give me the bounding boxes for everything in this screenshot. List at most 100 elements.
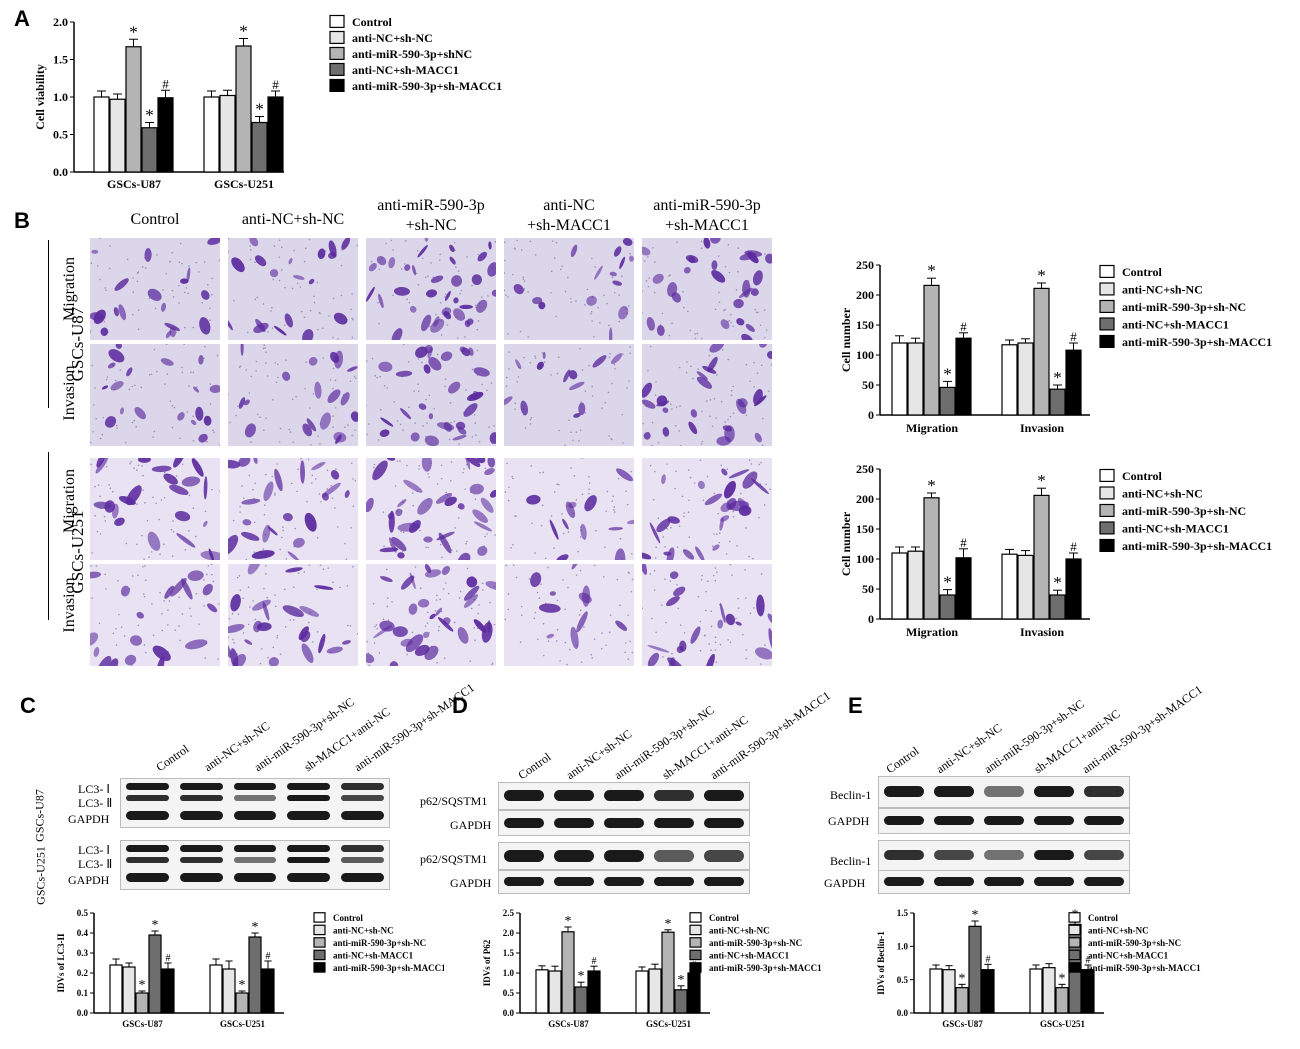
pore-dot: [669, 274, 671, 276]
pore-dot: [543, 361, 546, 363]
legend-swatch: [313, 949, 326, 961]
pore-dot: [745, 363, 748, 366]
stained-cell: [380, 576, 393, 583]
stained-cell: [487, 262, 496, 277]
pore-dot: [598, 321, 601, 324]
stained-cell: [293, 537, 305, 548]
stained-cell: [190, 419, 197, 426]
pore-dot: [617, 477, 620, 480]
pore-dot: [475, 304, 477, 306]
pore-dot: [670, 526, 672, 529]
stained-cell: [453, 308, 466, 321]
row-label-invasion-u251: Invasion: [61, 577, 78, 633]
pore-dot: [137, 464, 140, 467]
micrograph-image: [90, 564, 220, 666]
stained-cell: [187, 570, 204, 581]
pore-dot: [313, 301, 316, 304]
micrograph-background: [504, 238, 634, 340]
legend-label: anti-miR-590-3p+sh-MACC1: [1122, 539, 1272, 553]
x-category-label: Invasion: [1020, 625, 1064, 639]
blot-band: [179, 783, 223, 790]
band-label-lc3-ii: LC3- Ⅱ: [78, 796, 113, 810]
pore-dot: [99, 278, 101, 281]
stained-cell: [466, 318, 474, 325]
stained-cell: [391, 328, 403, 340]
micrograph-image: [228, 344, 358, 446]
stained-cell: [427, 347, 433, 359]
pore-dot: [693, 482, 696, 484]
pore-dot: [764, 253, 766, 256]
stained-cell: [556, 554, 569, 560]
pore-dot: [255, 370, 257, 372]
pore-dot: [273, 245, 276, 247]
pore-dot: [718, 301, 721, 304]
pore-dot: [275, 381, 278, 384]
micrograph-background: [366, 238, 496, 340]
pore-dot: [707, 580, 709, 583]
stained-cell: [652, 273, 664, 284]
stained-cell: [199, 317, 211, 335]
pore-dot: [709, 399, 712, 401]
pore-dot: [512, 477, 514, 480]
stained-cell: [647, 652, 660, 666]
stained-cell: [156, 656, 165, 666]
pore-dot: [263, 513, 266, 516]
x-category-label: GSCs-U87: [942, 1019, 983, 1029]
micrograph-image: [642, 564, 772, 666]
blot-band: [287, 857, 331, 863]
pore-dot: [271, 306, 273, 309]
pore-dot: [760, 461, 762, 464]
pore-dot: [542, 622, 545, 625]
pore-dot: [232, 638, 234, 641]
stained-cell: [378, 293, 384, 309]
pore-dot: [118, 613, 120, 616]
pore-dot: [760, 573, 763, 575]
stained-cell: [253, 322, 269, 334]
pore-dot: [730, 313, 732, 316]
pore-dot: [386, 386, 389, 389]
stained-cell: [334, 350, 344, 369]
pore-dot: [717, 255, 720, 257]
stained-cell: [242, 519, 252, 526]
stained-cell: [160, 302, 167, 312]
stained-cell: [203, 520, 208, 527]
pore-dot: [150, 373, 153, 376]
pore-dot: [481, 296, 483, 298]
pore-dot: [373, 642, 376, 644]
pore-dot: [158, 518, 160, 521]
pore-dot: [217, 658, 219, 660]
pore-dot: [90, 463, 92, 466]
pore-dot: [453, 420, 456, 423]
stained-cell: [608, 526, 624, 531]
stained-cell: [754, 395, 767, 407]
pore-dot: [556, 599, 559, 602]
stained-cell: [642, 564, 648, 575]
pore-dot: [534, 611, 537, 614]
pore-dot: [611, 276, 614, 279]
pore-dot: [281, 536, 283, 539]
pore-dot: [274, 605, 277, 608]
stained-cell: [690, 409, 698, 418]
y-tick-label: 0.2: [77, 968, 89, 978]
pore-dot: [590, 654, 593, 656]
band-label-gapdh-u87: GAPDH: [68, 812, 110, 826]
pore-dot: [408, 406, 410, 408]
pore-dot: [745, 657, 748, 660]
pore-dot: [263, 429, 265, 432]
pore-dot: [439, 302, 442, 304]
bar: [267, 96, 284, 173]
pore-dot: [189, 607, 191, 610]
bar: [1049, 594, 1066, 620]
y-axis-label: Cell viability: [33, 64, 47, 130]
significance-mark: #: [960, 319, 967, 334]
pore-dot: [349, 380, 352, 382]
stained-cell: [536, 361, 544, 370]
pore-dot: [184, 548, 187, 551]
stained-cell: [302, 423, 313, 437]
stained-cell: [669, 571, 679, 579]
blot-band: [126, 845, 170, 852]
stained-cell: [208, 548, 215, 560]
stained-cell: [379, 620, 395, 632]
pore-dot: [601, 407, 603, 409]
